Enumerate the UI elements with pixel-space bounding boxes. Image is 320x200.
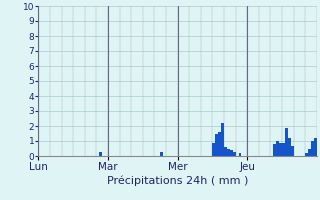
Bar [311, 141, 314, 156]
Bar [282, 142, 285, 156]
Bar [276, 141, 279, 156]
X-axis label: Précipitations 24h ( mm ): Précipitations 24h ( mm ) [107, 176, 248, 186]
Bar [308, 148, 311, 156]
Bar [291, 146, 294, 156]
Bar [99, 152, 102, 156]
Bar [305, 153, 308, 156]
Bar [212, 142, 215, 156]
Bar [230, 150, 233, 156]
Bar [233, 152, 236, 156]
Bar [224, 147, 227, 156]
Bar [215, 134, 218, 156]
Bar [221, 123, 224, 156]
Bar [238, 153, 241, 156]
Bar [288, 138, 291, 156]
Bar [160, 152, 163, 156]
Bar [273, 144, 276, 156]
Bar [279, 142, 282, 156]
Bar [314, 138, 317, 156]
Bar [227, 148, 230, 156]
Bar [218, 132, 221, 156]
Bar [285, 128, 288, 156]
